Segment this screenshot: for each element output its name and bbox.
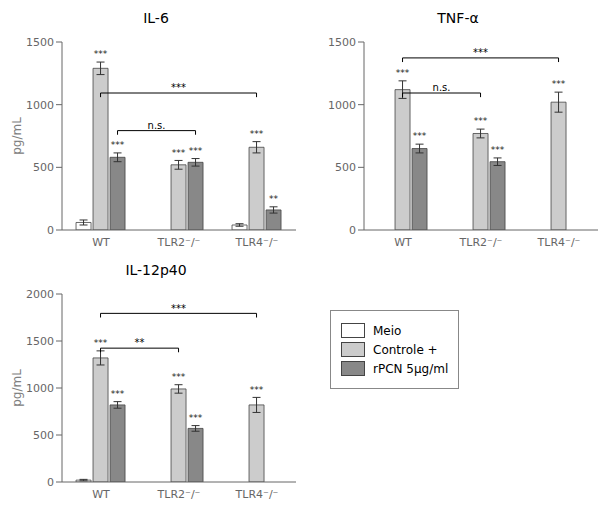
html-text:IL-6: IL-6 (143, 10, 169, 26)
svg-text:TLR2⁻/⁻: TLR2⁻/⁻ (459, 236, 503, 249)
svg-text:***: *** (172, 148, 186, 158)
svg-text:***: *** (473, 47, 488, 58)
svg-text:***: *** (94, 49, 108, 59)
html-text:TNF-α: TNF-α (437, 10, 479, 26)
svg-text:TLR4⁻/⁻: TLR4⁻/⁻ (537, 236, 581, 249)
svg-text:***: *** (474, 116, 488, 126)
svg-text:***: *** (413, 131, 427, 141)
svg-text:1500: 1500 (26, 36, 54, 49)
html-text:rPCN 5μg/ml: rPCN 5μg/ml (373, 361, 449, 376)
html-text:Meio: Meio (373, 323, 402, 338)
svg-text:WT: WT (394, 236, 412, 249)
svg-text:***: *** (111, 389, 125, 399)
svg-text:1000: 1000 (26, 99, 54, 112)
svg-text:2000: 2000 (26, 288, 54, 301)
svg-text:***: *** (250, 129, 264, 139)
svg-text:1000: 1000 (328, 99, 356, 112)
svg-text:***: *** (189, 146, 203, 156)
svg-text:***: *** (250, 385, 264, 395)
svg-text:500: 500 (33, 161, 54, 174)
svg-text:pg/mL: pg/mL (10, 117, 24, 155)
html-text:IL-12p40: IL-12p40 (125, 262, 187, 278)
html-text:Controle +: Controle + (373, 342, 438, 357)
svg-text:1500: 1500 (328, 36, 356, 49)
svg-text:**: ** (269, 194, 279, 204)
svg-text:1500: 1500 (26, 335, 54, 348)
svg-text:TLR4⁻/⁻: TLR4⁻/⁻ (235, 488, 279, 501)
svg-text:0: 0 (47, 224, 54, 237)
svg-text:***: *** (189, 413, 203, 423)
svg-text:***: *** (111, 140, 125, 150)
svg-text:**: ** (135, 337, 145, 348)
svg-text:0: 0 (47, 476, 54, 489)
svg-text:0: 0 (349, 224, 356, 237)
svg-text:***: *** (94, 338, 108, 348)
svg-text:***: *** (396, 68, 410, 78)
svg-text:***: *** (552, 79, 566, 89)
svg-text:***: *** (171, 82, 186, 93)
svg-text:WT: WT (92, 488, 110, 501)
svg-text:pg/mL: pg/mL (10, 369, 24, 407)
svg-text:1000: 1000 (26, 382, 54, 395)
svg-text:TLR2⁻/⁻: TLR2⁻/⁻ (157, 236, 201, 249)
svg-text:500: 500 (33, 429, 54, 442)
svg-text:500: 500 (335, 161, 356, 174)
svg-text:n.s.: n.s. (433, 82, 451, 93)
svg-text:***: *** (172, 372, 186, 382)
svg-text:TLR4⁻/⁻: TLR4⁻/⁻ (235, 236, 279, 249)
svg-text:TLR2⁻/⁻: TLR2⁻/⁻ (157, 488, 201, 501)
svg-text:***: *** (171, 303, 186, 314)
svg-text:***: *** (491, 145, 505, 155)
svg-text:WT: WT (92, 236, 110, 249)
svg-text:n.s.: n.s. (148, 120, 166, 131)
